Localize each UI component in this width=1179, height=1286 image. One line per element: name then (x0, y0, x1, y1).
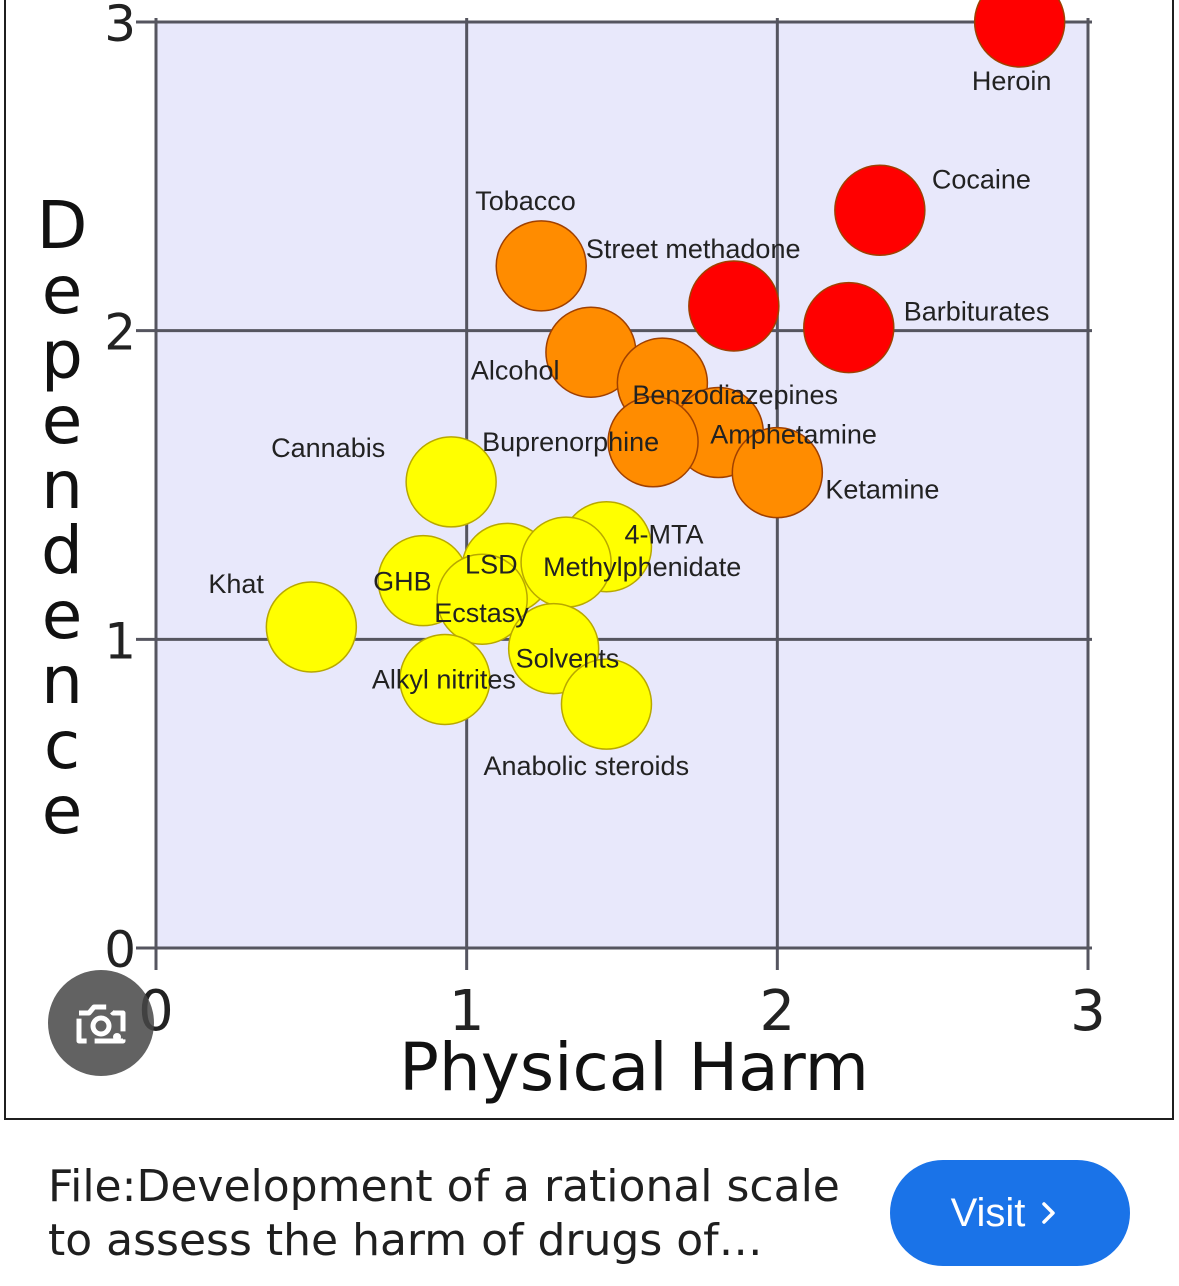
x-axis-title: Physical Harm (399, 1029, 869, 1106)
point-label: Cocaine (932, 164, 1031, 194)
scatter-chart: Heroin Cocaine Barbiturates Street methadon… (37, 0, 1106, 1106)
point-label: Street methadone (586, 234, 801, 264)
point-label: LSD (465, 549, 518, 579)
point-label: 4-MTA (624, 520, 703, 550)
data-point-cannabis (405, 436, 497, 528)
point-label: Barbiturates (904, 297, 1050, 327)
data-points (265, 0, 1066, 750)
point-label: Ecstasy (434, 598, 529, 628)
data-point-cocaine (834, 164, 926, 257)
y-tick-label: 2 (104, 304, 136, 362)
data-point-buprenorphine (607, 396, 699, 488)
y-tick-label: 0 (104, 921, 136, 979)
image-caption[interactable]: File:Development of a rational scale to … (48, 1161, 840, 1266)
point-label: Buprenorphine (482, 427, 659, 457)
lens-search-button[interactable] (48, 970, 154, 1076)
point-label: Heroin (972, 66, 1052, 96)
y-tick-label: 3 (104, 0, 136, 53)
point-label: Ketamine (825, 475, 939, 505)
data-point-anabolic-steroids (560, 658, 653, 750)
point-label: Khat (208, 569, 264, 599)
point-label: Cannabis (271, 433, 385, 463)
x-tick-label: 2 (760, 979, 796, 1044)
point-label: Alcohol (471, 355, 560, 385)
data-point-ketamine (731, 426, 824, 519)
data-point-barbiturates (803, 281, 895, 374)
data-point-tobacco (495, 220, 587, 312)
point-label: Methylphenidate (543, 552, 741, 582)
point-label: Amphetamine (710, 420, 877, 450)
point-label: Tobacco (475, 186, 576, 216)
camera-search-icon (76, 1004, 126, 1044)
x-tick-label: 1 (449, 979, 485, 1044)
plot-background (156, 22, 1088, 948)
x-tick-label: 3 (1070, 979, 1106, 1044)
chevron-right-icon (1042, 1202, 1056, 1224)
point-label: Alkyl nitrites (372, 664, 516, 694)
data-point-khat (265, 581, 358, 673)
y-tick-label: 1 (104, 612, 136, 670)
visit-button[interactable]: Visit (890, 1160, 1130, 1266)
point-label: Benzodiazepines (632, 380, 838, 410)
data-point-street-methadone (688, 260, 780, 352)
data-point-ecstasy (436, 553, 528, 645)
point-label: Solvents (516, 644, 620, 674)
data-point-alkyl-nitrites (399, 633, 491, 726)
point-label: GHB (373, 567, 432, 597)
visit-button-label: Visit (950, 1190, 1026, 1235)
point-labels: Heroin Cocaine Barbiturates Street methadon… (208, 66, 1051, 781)
data-point-heroin (973, 0, 1066, 68)
chart-frame: Heroin Cocaine Barbiturates Street methadon… (4, 0, 1174, 1120)
point-label: Anabolic steroids (483, 751, 689, 781)
